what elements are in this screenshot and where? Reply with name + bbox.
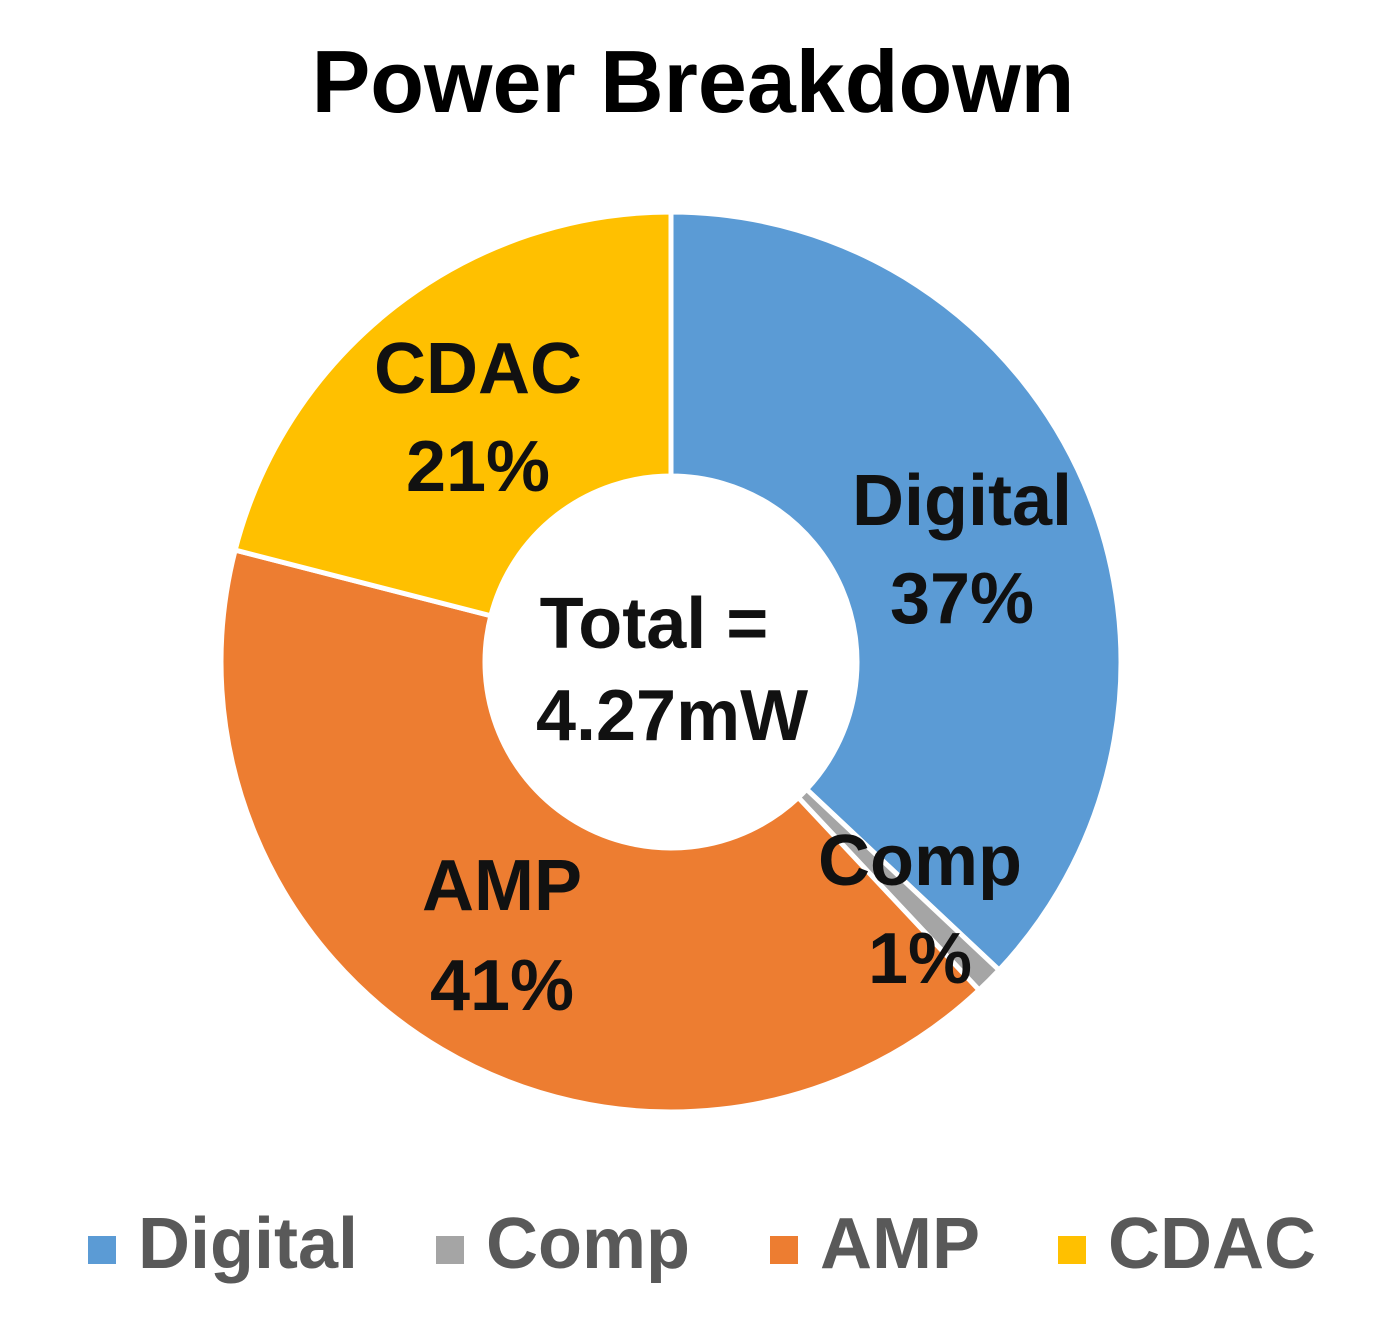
- slice-value-amp: 41%: [430, 946, 574, 1026]
- center-label-line-1: Total =: [540, 584, 769, 664]
- slice-label-amp: AMP: [422, 846, 582, 926]
- center-label-line-2: 4.27mW: [536, 676, 808, 756]
- slice-amp: [218, 547, 983, 1115]
- slice-value-cdac: 21%: [406, 427, 550, 507]
- slice-label-comp: Comp: [818, 821, 1022, 901]
- legend-swatch-amp: [770, 1236, 798, 1264]
- slice-value-digital: 37%: [890, 559, 1034, 639]
- slice-value-comp: 1%: [868, 919, 972, 999]
- legend-label-comp: Comp: [486, 1204, 690, 1284]
- chart-title: Power Breakdown: [312, 32, 1075, 131]
- slice-labels: Digital 37% Comp 1% AMP 41% CDAC 21%: [374, 329, 1072, 1026]
- legend-label-cdac: CDAC: [1108, 1204, 1316, 1284]
- legend-label-digital: Digital: [138, 1204, 358, 1284]
- slice-digital: [668, 209, 1124, 974]
- slice-label-digital: Digital: [852, 461, 1072, 541]
- slice-cdac: [232, 209, 674, 619]
- legend: Digital Comp AMP CDAC: [88, 1204, 1316, 1284]
- legend-swatch-cdac: [1058, 1236, 1086, 1264]
- slice-label-cdac: CDAC: [374, 329, 582, 409]
- center-label: Total = 4.27mW: [536, 584, 808, 756]
- legend-label-amp: AMP: [820, 1204, 980, 1284]
- legend-swatch-digital: [88, 1236, 116, 1264]
- legend-swatch-comp: [436, 1236, 464, 1264]
- donut-slices: [218, 209, 1124, 1115]
